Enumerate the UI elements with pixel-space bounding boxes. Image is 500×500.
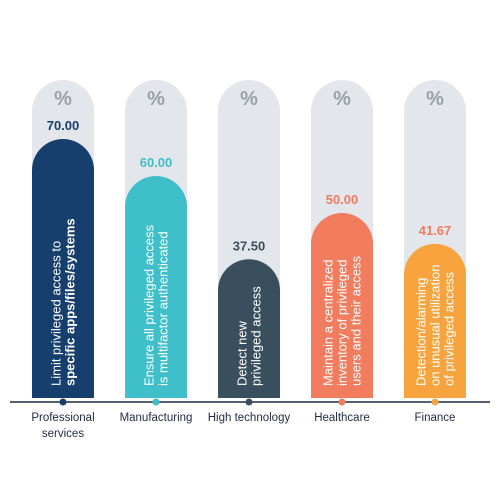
bar-professional-services (32, 139, 94, 398)
category-label-manufacturing: Manufacturing (119, 412, 193, 424)
category-label-high-technology: High technology (207, 412, 291, 424)
bar-healthcare (311, 213, 373, 398)
bar-text-high-technology: Detect new privileged access (235, 286, 264, 386)
axis-dot-healthcare (338, 398, 346, 406)
percent-symbol-manufacturing: % (147, 88, 165, 110)
bar-text-line: users and their access (349, 255, 364, 386)
bar-text-line: Ensure all privileged access (142, 224, 157, 386)
percent-symbol-high-technology: % (240, 88, 258, 110)
bar-text-manufacturing: Ensure all privileged access is multifact… (142, 224, 171, 386)
category-label-finance: Finance (414, 412, 456, 424)
value-label-healthcare: 50.00 (326, 192, 359, 207)
value-label-manufacturing: 60.00 (140, 155, 173, 170)
bar-text-line: on unusual utilization (428, 265, 443, 386)
bar-text-line: privileged access (249, 286, 264, 386)
bar-text-line: Detection/alarming (414, 278, 429, 386)
bar-text-line: of privileged access (442, 271, 457, 386)
bar-text-line: Detect new (235, 320, 250, 386)
bar-text-line: Limit privileged access to (49, 241, 64, 386)
category-label-healthcare: Healthcare (314, 412, 370, 424)
bar-text-finance: Detection/alarming on unusual utilization… (414, 265, 457, 386)
axis-dot-high-technology (245, 398, 253, 406)
axis-dot-manufacturing (152, 398, 160, 406)
percent-symbol-healthcare: % (333, 88, 351, 110)
bar-high-technology (218, 259, 280, 398)
category-label-professional-services: Professional services (31, 412, 95, 441)
percent-symbol-professional-services: % (54, 88, 72, 110)
value-label-finance: 41.67 (419, 223, 452, 238)
bar-text-healthcare: Maintain a centralized inventory of privi… (321, 255, 364, 386)
bar-text-line: inventory of privileged (335, 260, 350, 386)
value-label-professional-services: 70.00 (47, 118, 80, 133)
bar-finance (404, 243, 466, 398)
bar-manufacturing (125, 176, 187, 398)
percent-symbol-finance: % (426, 88, 444, 110)
axis-dot-finance (431, 398, 439, 406)
bar-text-line: specific apps/files/systems (63, 218, 78, 386)
axis-dot-professional-services (59, 398, 67, 406)
bar-text-line: is multifactor authenticated (156, 231, 171, 386)
bar-text-line: Maintain a centralized (321, 260, 336, 386)
bar-text-professional-services: Limit privileged access to specific apps/… (49, 218, 78, 386)
value-label-high-technology: 37.50 (233, 238, 266, 253)
